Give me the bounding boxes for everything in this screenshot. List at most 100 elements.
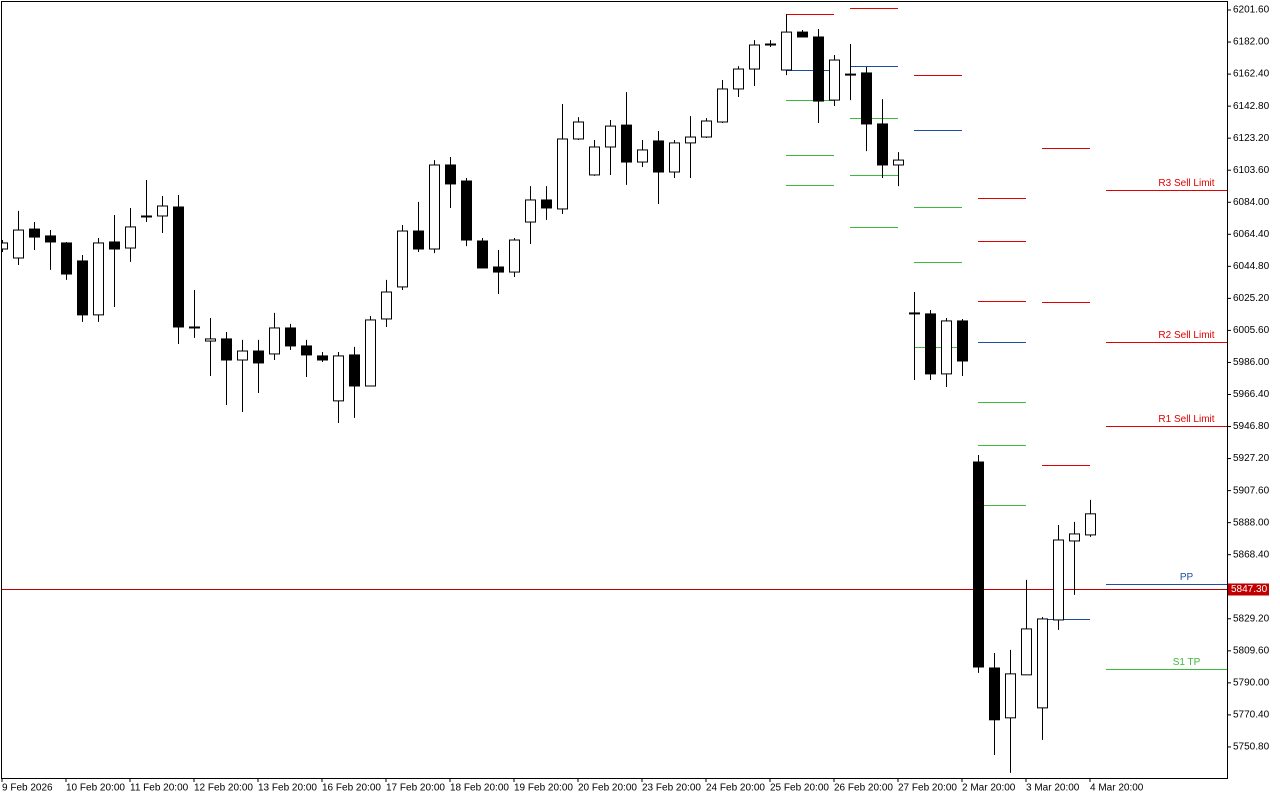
candle-body	[61, 242, 72, 275]
candle-body	[685, 136, 696, 144]
candle-body	[269, 327, 280, 355]
candle-body	[109, 241, 120, 250]
x-tick-label: 11 Feb 20:00	[130, 783, 189, 794]
x-tick-label: 19 Feb 20:00	[514, 783, 573, 794]
candle-body	[125, 226, 136, 249]
y-tick-label: 5868.40	[1233, 549, 1270, 560]
candle-body	[557, 138, 568, 210]
candle-body	[925, 313, 936, 375]
candle-body	[797, 31, 808, 38]
candle-body	[285, 327, 296, 347]
candle-body	[365, 319, 376, 387]
x-tick-label: 4 Mar 20:00	[1090, 783, 1144, 794]
candle-body	[1005, 673, 1016, 719]
x-tick-label: 20 Feb 20:00	[578, 783, 637, 794]
candle-body	[205, 338, 216, 342]
candle-body	[877, 123, 888, 166]
current-price-label: 5847.30	[1231, 584, 1268, 595]
x-tick-label: 2 Mar 20:00	[962, 783, 1016, 794]
y-tick-label: 5790.00	[1233, 678, 1270, 689]
y-tick-label: 6201.60	[1233, 5, 1270, 16]
y-tick-label: 6123.20	[1233, 133, 1270, 144]
candle-body	[253, 350, 264, 364]
current-price-box	[1228, 583, 1269, 596]
candle-body	[221, 338, 232, 361]
candle-body	[1037, 618, 1048, 709]
candle-body	[477, 240, 488, 269]
candle-body	[717, 88, 728, 123]
candle-body	[509, 239, 520, 273]
y-tick-label: 6103.60	[1233, 165, 1270, 176]
candle-body	[397, 230, 408, 288]
candle-body	[301, 345, 312, 356]
x-tick-label: 3 Mar 20:00	[1026, 783, 1080, 794]
pivot-label: PP	[1180, 572, 1194, 583]
candle-body	[525, 199, 536, 223]
x-tick-label: 24 Feb 20:00	[706, 783, 765, 794]
candle-body	[141, 215, 152, 218]
candle-body	[77, 260, 88, 316]
candle-body	[669, 142, 680, 173]
axes: 6201.60 6182.00 6162.40 6142.80 6123.20 6103.…	[1, 5, 1270, 794]
pivot-label: R2 Sell Limit	[1158, 330, 1214, 341]
candle-body	[701, 120, 712, 138]
candle-body	[653, 140, 664, 173]
candle-body	[45, 235, 56, 243]
y-tick-label: 6142.80	[1233, 101, 1270, 112]
y-tick-label: 6044.80	[1233, 261, 1270, 272]
candle-body	[605, 125, 616, 148]
y-tick-label: 6064.40	[1233, 229, 1270, 240]
candle-body	[813, 36, 824, 102]
plot-area: R3 Sell Limit R2 Sell Limit R1 Sell Limit P…	[2, 8, 1227, 773]
y-tick-label: 5907.60	[1233, 485, 1270, 496]
candle-body	[381, 291, 392, 320]
candle-body	[173, 206, 184, 328]
candle-body	[909, 312, 920, 315]
candle-body	[829, 59, 840, 101]
candle-body	[589, 146, 600, 176]
candle-body	[1053, 539, 1064, 621]
candle-body	[893, 159, 904, 166]
candle-body	[781, 31, 792, 71]
y-tick-label: 5829.20	[1233, 613, 1270, 624]
candle-body	[493, 266, 504, 273]
y-tick-label: 5946.80	[1233, 421, 1270, 432]
x-tick-label: 25 Feb 20:00	[770, 783, 829, 794]
y-tick-label: 6084.00	[1233, 197, 1270, 208]
candle-body	[1021, 628, 1032, 676]
x-tick-label: 26 Feb 20:00	[834, 783, 893, 794]
candle-body	[733, 68, 744, 90]
candle-body	[573, 121, 584, 140]
candle-body	[845, 73, 856, 76]
y-tick-label: 5750.80	[1233, 742, 1270, 753]
x-tick-label: 23 Feb 20:00	[642, 783, 701, 794]
x-tick-label: 9 Feb 2026	[2, 783, 53, 794]
x-tick-label: 16 Feb 20:00	[322, 783, 381, 794]
y-tick-label: 5809.60	[1233, 645, 1270, 656]
candle-body	[1085, 513, 1096, 536]
candle-body	[861, 72, 872, 125]
candle-body	[29, 228, 40, 238]
candle-body	[189, 326, 200, 329]
pivot-label: R1 Sell Limit	[1158, 414, 1214, 425]
x-tick-label: 13 Feb 20:00	[258, 783, 317, 794]
x-tick-label: 17 Feb 20:00	[386, 783, 445, 794]
candle-body	[317, 355, 328, 361]
candle-body	[621, 124, 632, 163]
candle-body	[1069, 533, 1080, 542]
candle-body	[765, 43, 776, 46]
y-tick-label: 5927.20	[1233, 453, 1270, 464]
y-tick-label: 6182.00	[1233, 37, 1270, 48]
candle-body	[989, 667, 1000, 721]
y-tick-label: 5966.40	[1233, 389, 1270, 400]
y-tick-label: 6162.40	[1233, 69, 1270, 80]
candle-body	[941, 320, 952, 375]
y-tick-label: 6025.20	[1233, 293, 1270, 304]
candle-body	[333, 355, 344, 402]
candle-body	[349, 354, 360, 387]
x-tick-label: 10 Feb 20:00	[66, 783, 125, 794]
pivot-label: S1 TP	[1173, 657, 1201, 668]
y-tick-label: 5770.40	[1233, 710, 1270, 721]
x-tick-label: 18 Feb 20:00	[450, 783, 509, 794]
